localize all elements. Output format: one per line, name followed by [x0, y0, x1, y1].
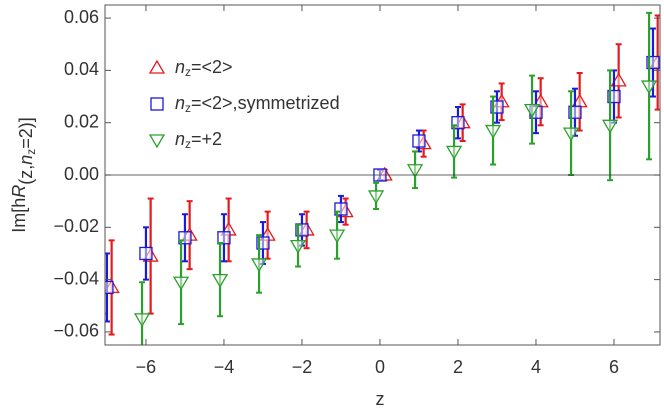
y-tick-label: −0.04 [53, 268, 99, 288]
marker [484, 124, 502, 139]
marker [445, 145, 463, 160]
y-tick-label: 0.00 [64, 164, 99, 184]
marker [640, 80, 658, 95]
y-axis-label: Im[hR(z,nz=2)] [9, 117, 38, 233]
marker [289, 239, 307, 254]
y-tick-label: −0.02 [53, 216, 99, 236]
marker [367, 190, 385, 205]
marker [250, 258, 268, 273]
marker [217, 231, 231, 245]
marker [148, 134, 166, 149]
x-tick-label: −6 [136, 357, 157, 377]
marker [562, 127, 580, 142]
y-tick-label: 0.04 [64, 59, 99, 79]
plot-area [96, 11, 660, 360]
marker [105, 280, 114, 295]
marker [211, 273, 229, 288]
marker [96, 348, 110, 360]
legend-label: nz=<2> [175, 57, 233, 79]
x-axis-label: z [376, 389, 385, 409]
legend-label: nz=+2 [175, 129, 222, 151]
marker [133, 313, 151, 328]
marker [412, 134, 426, 148]
x-tick-label: 2 [453, 357, 463, 377]
x-tick-label: −2 [292, 357, 313, 377]
y-tick-label: 0.02 [64, 111, 99, 131]
marker [148, 59, 166, 74]
marker [523, 103, 541, 118]
marker [406, 164, 424, 179]
x-tick-label: −4 [214, 357, 235, 377]
x-tick-label: 6 [609, 357, 619, 377]
legend-label: nz=<2>,symmetrized [175, 93, 340, 115]
y-tick-label: 0.06 [64, 7, 99, 27]
x-tick-label: 4 [531, 357, 541, 377]
marker [328, 229, 346, 244]
marker [601, 119, 619, 134]
marker [610, 72, 627, 87]
marker [172, 276, 190, 291]
x-tick-label: 0 [375, 357, 385, 377]
marker [150, 97, 164, 111]
marker [139, 246, 153, 261]
y-tick-label: −0.06 [53, 321, 99, 341]
